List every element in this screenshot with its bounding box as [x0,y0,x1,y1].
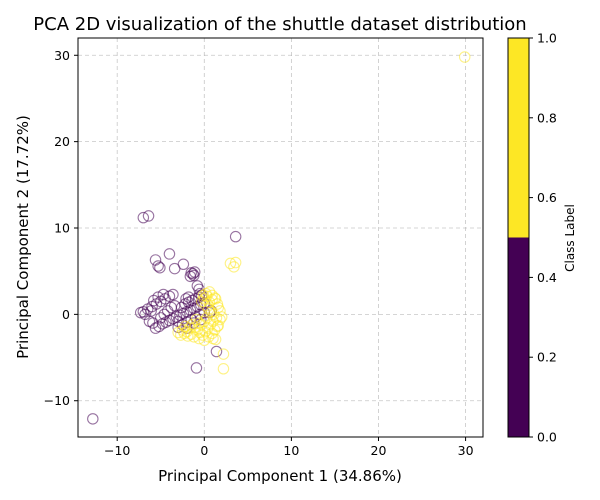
data-point-class-1 [217,363,230,375]
data-point-class-0 [152,291,164,303]
x-tick-label: 10 [283,443,299,458]
data-point-class-0 [167,288,179,301]
axis-ticks: −10 0 10 20 30 −10 0 10 20 30 [44,48,474,458]
y-tick-label: 10 [54,221,70,236]
data-point-class-0 [154,312,167,324]
colorbar-ticks: 0.0 0.2 0.4 0.6 0.8 1.0 [529,31,557,445]
plot-frame [77,37,484,438]
colorbar-segment-class-1 [508,38,529,238]
x-tick-label: 0 [200,443,208,458]
data-point-class-1 [188,331,200,343]
data-point-class-0 [149,254,162,266]
data-point-class-0 [142,210,155,222]
x-tick-label: 20 [371,443,387,458]
data-point-class-1 [197,289,210,302]
data-point-class-0 [188,269,200,282]
data-point-class-1 [229,256,242,269]
data-point-class-0 [158,308,170,321]
data-point-class-0 [168,299,181,312]
data-point-class-0 [87,413,99,425]
scatter-points [87,51,471,425]
data-point-class-0 [229,230,242,243]
y-tick-label: 0 [62,307,70,322]
data-point-class-0 [154,261,166,274]
data-point-class-0 [177,258,190,271]
data-point-class-0 [163,248,176,260]
x-tick-label: 30 [458,443,474,458]
colorbar-tick-label: 0.6 [537,190,557,205]
x-axis-label: Principal Component 1 (34.86%) [158,467,402,485]
colorbar-tick-label: 0.2 [537,350,557,365]
y-tick-label: 20 [54,134,70,149]
data-point-class-0 [190,362,203,374]
data-point-class-1 [224,257,237,270]
data-point-class-0 [157,288,170,301]
data-point-class-1 [206,289,218,302]
data-point-class-1 [211,320,224,333]
colorbar-segment-class-0 [508,237,529,437]
colorbar: 0.0 0.2 0.4 0.6 0.8 1.0 Class Label [507,31,577,445]
data-point-class-1 [193,317,205,329]
x-tick-label: −10 [104,443,130,458]
data-point-class-0 [145,305,157,317]
data-point-class-1 [208,324,221,336]
colorbar-tick-label: 0.0 [537,430,557,445]
colorbar-tick-label: 1.0 [537,31,557,46]
colorbar-tick-label: 0.8 [537,110,557,125]
data-point-class-1 [190,313,203,326]
data-point-class-0 [137,211,150,224]
colorbar-frame [507,37,530,438]
data-point-class-1 [185,328,197,340]
colorbar-label: Class Label [563,204,577,272]
data-point-class-1 [198,315,211,328]
data-point-class-1 [179,320,191,333]
colorbar-tick-label: 0.4 [537,270,557,285]
data-point-class-0 [152,260,164,272]
data-point-class-1 [200,287,212,300]
y-tick-label: 30 [54,48,70,63]
data-point-class-0 [147,317,159,329]
y-axis-label: Principal Component 2 (17.72%) [14,115,32,359]
y-tick-label: −10 [44,393,70,408]
data-point-class-0 [210,345,223,358]
data-point-class-1 [458,51,471,63]
data-point-class-1 [202,331,215,343]
data-point-class-1 [217,348,230,360]
data-point-class-0 [187,268,199,280]
grid-lines [78,38,483,437]
data-point-class-1 [209,333,222,346]
data-point-class-1 [214,305,226,317]
chart-title: PCA 2D visualization of the shuttle data… [33,14,526,35]
data-point-class-0 [139,308,151,321]
